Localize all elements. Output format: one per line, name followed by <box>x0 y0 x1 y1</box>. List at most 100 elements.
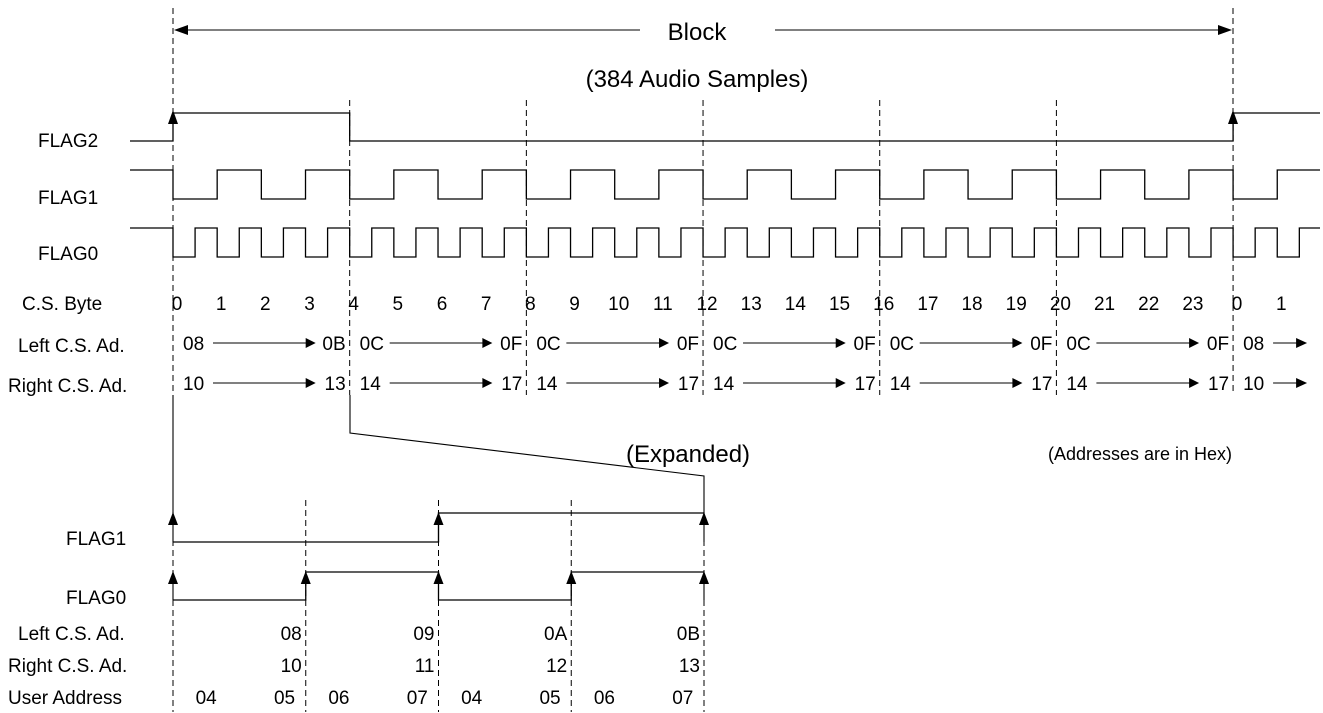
user-address-value: 07 <box>407 688 428 709</box>
range-start: 08 <box>1243 334 1264 355</box>
range-arrowhead <box>835 338 846 348</box>
range-end: 17 <box>1031 374 1052 395</box>
cs-byte-number: 5 <box>393 294 404 315</box>
expand-right-line <box>349 395 705 515</box>
expanded-flag0-label: FLAG0 <box>66 588 126 609</box>
range-end: 17 <box>855 374 876 395</box>
cs-byte-number: 18 <box>961 294 982 315</box>
expanded-right-cs-label: Right C.S. Ad. <box>8 656 127 677</box>
expanded-left-value: 08 <box>281 624 302 645</box>
range-start: 0C <box>713 334 737 355</box>
cs-byte-number: 23 <box>1182 294 1203 315</box>
flag0-waveform <box>130 227 1320 258</box>
cs-byte-number: 7 <box>481 294 492 315</box>
cs-byte-number: 12 <box>696 294 717 315</box>
range-arrowhead <box>659 378 670 388</box>
range-start: 14 <box>890 374 912 395</box>
cs-byte-number: 1 <box>216 294 227 315</box>
cs-byte-number: 19 <box>1006 294 1027 315</box>
range-arrowhead <box>1189 338 1200 348</box>
cs-byte-number: 6 <box>437 294 448 315</box>
range-start: 0C <box>890 334 914 355</box>
cs-byte-number: 0 <box>1232 294 1243 315</box>
cs-byte-number: 14 <box>785 294 807 315</box>
right-cs-label: Right C.S. Ad. <box>8 376 127 397</box>
cs-byte-label: C.S. Byte <box>22 294 102 315</box>
flag2-label: FLAG2 <box>38 131 98 152</box>
cs-byte-number: 4 <box>348 294 359 315</box>
group-dividers <box>172 100 1234 395</box>
block-arrowhead-right <box>1218 25 1232 35</box>
expanded-right-value: 11 <box>415 656 435 677</box>
flag0-label: FLAG0 <box>38 244 98 265</box>
cs-byte-number: 20 <box>1050 294 1071 315</box>
cs-byte-number: 22 <box>1138 294 1159 315</box>
range-arrowhead <box>1012 378 1023 388</box>
range-start: 14 <box>713 374 735 395</box>
range-arrowhead <box>835 378 846 388</box>
range-end: 0F <box>1207 334 1229 355</box>
user-address-value: 04 <box>461 688 483 709</box>
block-title: Block <box>668 19 728 46</box>
range-start: 08 <box>183 334 204 355</box>
flag1-waveform <box>130 169 1320 200</box>
cs-byte-number: 17 <box>917 294 938 315</box>
expanded-values: 08 09 0A 0B 10 11 12 13 04 05 06 07 04 05 06 07 <box>196 624 700 709</box>
expanded-flag1-label: FLAG1 <box>66 529 126 550</box>
user-address-value: 05 <box>274 688 295 709</box>
cs-byte-number: 0 <box>172 294 183 315</box>
range-start: 0C <box>536 334 560 355</box>
expanded-right-value: 12 <box>546 656 567 677</box>
block-span: Block (384 Audio Samples) <box>172 8 1234 115</box>
user-address-value: 04 <box>196 688 218 709</box>
edge-arrow <box>300 571 311 584</box>
expanded-dividers <box>172 500 705 712</box>
range-end: 13 <box>325 374 346 395</box>
cs-byte-number: 2 <box>260 294 271 315</box>
range-end: 17 <box>1208 374 1229 395</box>
range-arrowhead <box>1189 378 1200 388</box>
range-end: 17 <box>678 374 699 395</box>
hex-note: (Addresses are in Hex) <box>1048 444 1232 464</box>
range-end: 0B <box>322 334 345 355</box>
cs-byte-number: 11 <box>653 294 673 315</box>
range-arrowhead <box>1012 338 1023 348</box>
range-end: 0F <box>854 334 876 355</box>
expanded-left-value: 0B <box>677 624 700 645</box>
cs-byte-number: 9 <box>569 294 580 315</box>
edge-arrow <box>566 571 577 584</box>
cs-byte-number: 1 <box>1276 294 1287 315</box>
cs-byte-number: 21 <box>1094 294 1115 315</box>
left-address-ranges: 08 0B 0C 0F 0C 0F 0C 0F 0C 0F 0C 0F 08 <box>183 334 1308 355</box>
cs-byte-number: 8 <box>525 294 536 315</box>
range-start: 14 <box>1066 374 1088 395</box>
left-cs-label: Left C.S. Ad. <box>18 336 125 357</box>
block-arrowhead-left <box>174 25 188 35</box>
expanded-right-value: 10 <box>281 656 302 677</box>
expanded-label: (Expanded) <box>626 441 750 468</box>
range-start: 0C <box>360 334 384 355</box>
range-arrowhead <box>659 338 670 348</box>
range-start: 14 <box>360 374 382 395</box>
range-end: 0F <box>677 334 699 355</box>
edge-arrow <box>433 571 444 584</box>
range-arrowhead <box>305 338 316 348</box>
range-start: 10 <box>183 374 204 395</box>
user-address-label: User Address <box>8 688 122 709</box>
expanded-left-value: 0A <box>544 624 568 645</box>
range-start: 14 <box>536 374 558 395</box>
range-end: 0F <box>1030 334 1052 355</box>
expanded-right-value: 13 <box>679 656 700 677</box>
cs-byte-number: 13 <box>741 294 762 315</box>
expanded-left-cs-label: Left C.S. Ad. <box>18 624 125 645</box>
cs-byte-number: 15 <box>829 294 850 315</box>
user-address-value: 05 <box>539 688 560 709</box>
cs-byte-number: 10 <box>608 294 629 315</box>
user-address-value: 06 <box>328 688 349 709</box>
range-start: 0C <box>1066 334 1090 355</box>
cs-byte-numbers: 0 1 2 3 4 5 6 7 8 9 10 11 12 13 14 15 16 17 18 19 20 21 22 23 0 1 <box>172 294 1287 315</box>
range-end: 0F <box>500 334 522 355</box>
right-address-ranges: 10 13 14 17 14 17 14 17 14 17 14 17 10 <box>183 374 1308 395</box>
range-arrowhead <box>482 338 493 348</box>
